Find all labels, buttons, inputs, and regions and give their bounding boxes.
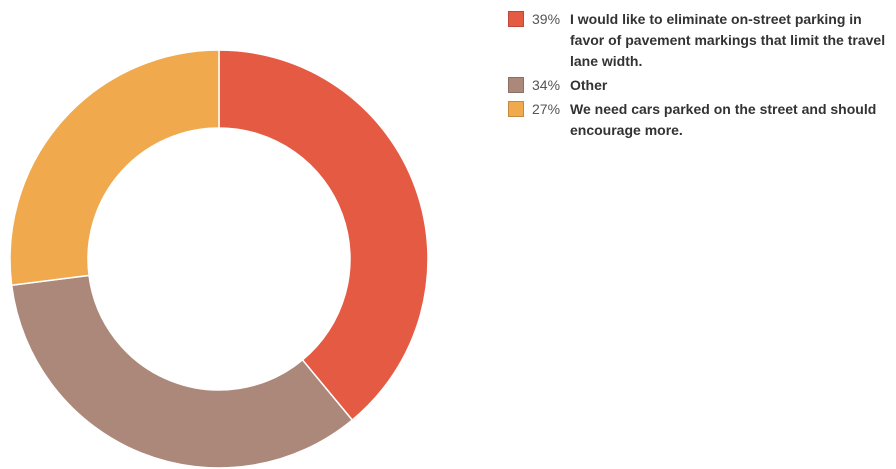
legend-label: Other <box>570 77 608 93</box>
legend-label: I would like to eliminate on-street park… <box>570 11 886 69</box>
legend-percent: 27% <box>532 101 561 117</box>
legend-item-encourage-parking[interactable]: 27% We need cars parked on the street an… <box>508 99 892 141</box>
slice-other[interactable] <box>10 274 354 469</box>
slice-encourage-parking[interactable] <box>9 49 220 287</box>
donut-chart <box>9 49 429 469</box>
chart-legend: 39% I would like to eliminate on-street … <box>508 9 892 144</box>
legend-label: We need cars parked on the street and sh… <box>570 101 877 138</box>
legend-swatch <box>508 77 524 93</box>
legend-percent: 39% <box>532 11 561 27</box>
legend-swatch <box>508 101 524 117</box>
legend-swatch <box>508 11 524 27</box>
legend-item-eliminate-parking[interactable]: 39% I would like to eliminate on-street … <box>508 9 892 72</box>
legend-item-other[interactable]: 34% Other <box>508 75 892 96</box>
slice-eliminate-parking[interactable] <box>218 49 429 422</box>
legend-percent: 34% <box>532 77 561 93</box>
donut-slices <box>9 49 429 469</box>
